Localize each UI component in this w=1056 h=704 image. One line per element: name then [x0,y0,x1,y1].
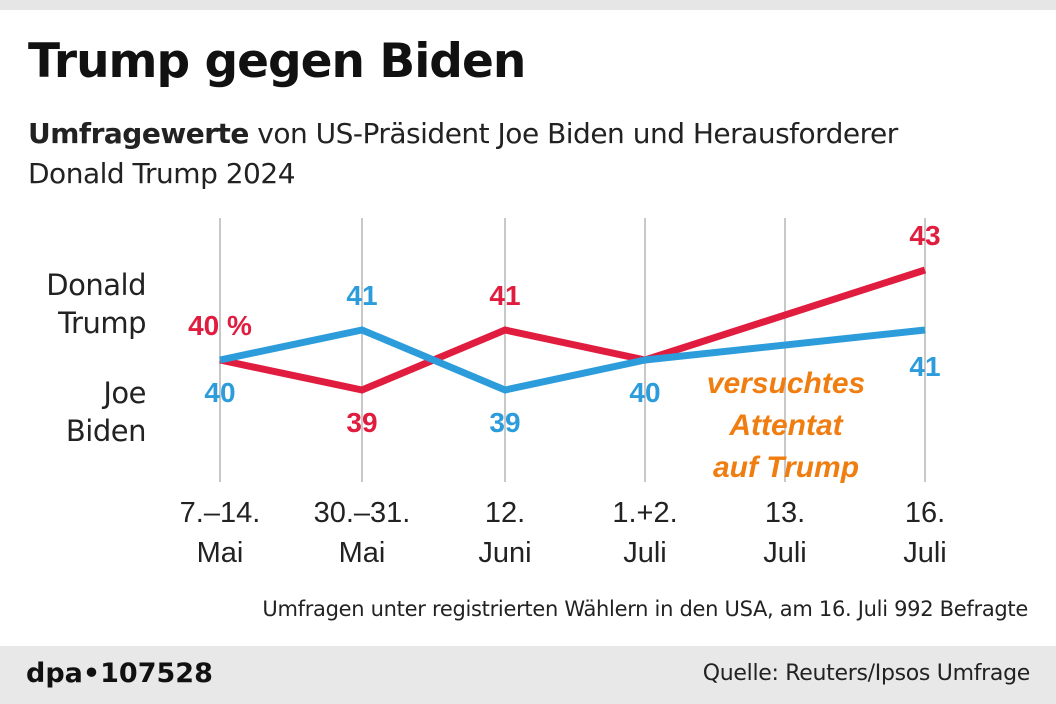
data-label: 39 [346,407,377,438]
chart-subtitle: Umfragewerte von US-Präsident Joe Biden … [28,114,928,194]
chart-title: Trump gegen Biden [28,34,526,89]
data-label: 40 % [188,310,252,341]
legend-trump-line2: Trump [58,306,146,340]
legend-trump: Donald Trump [20,266,146,342]
annotation-text: auf Trump [713,451,859,484]
x-tick-label: 13. [765,497,805,529]
data-label: 41 [909,351,940,382]
data-label: 39 [489,407,520,438]
legend-biden-line2: Biden [65,414,147,448]
data-label: 41 [346,280,377,311]
data-label: 41 [489,280,520,311]
data-label: 43 [909,220,940,251]
x-tick-label: Mai [197,537,244,569]
x-tick-label: Mai [339,537,386,569]
top-bar [0,0,1056,10]
x-tick-label: 7.–14. [180,497,261,529]
footnote: Umfragen unter registrierten Wählern in … [262,597,1028,621]
x-tick-label: Juli [903,537,947,569]
legend-biden-line1: Joe [103,376,146,410]
legend-biden: Joe Biden [20,374,147,450]
x-tick-label: 1.+2. [612,497,677,529]
subtitle-bold: Umfragewerte [28,117,249,150]
annotation-text: Attentat [728,409,844,442]
data-label: 40 [204,377,235,408]
subtitle-rest: von US-Präsident Joe Biden und Herausfor… [28,117,898,190]
dpa-id: dpa•107528 [26,658,213,689]
legend-trump-line1: Donald [46,268,146,302]
x-tick-label: Juli [763,537,807,569]
annotation-text: versuchtes [707,367,865,400]
x-tick-label: 12. [485,497,525,529]
data-label: 40 [629,377,660,408]
x-tick-label: 30.–31. [314,497,411,529]
x-tick-label: Juni [478,537,531,569]
x-tick-label: Juli [623,537,667,569]
source: Quelle: Reuters/Ipsos Umfrage [702,661,1031,686]
x-tick-label: 16. [905,497,945,529]
footer: dpa•107528 Quelle: Reuters/Ipsos Umfrage [0,646,1056,704]
